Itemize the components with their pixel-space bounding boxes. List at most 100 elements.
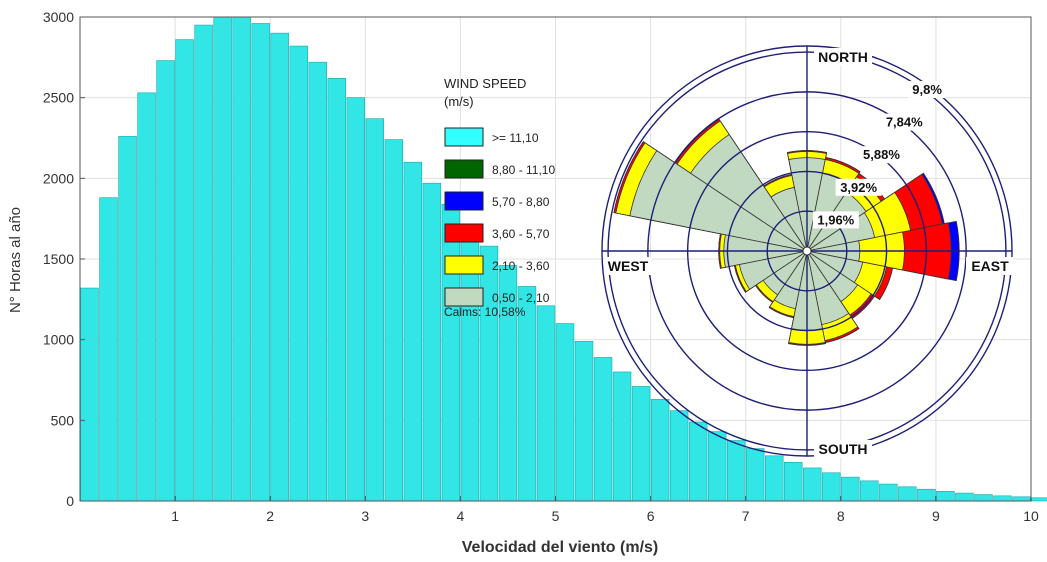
histogram-bar (403, 161, 423, 502)
rose-ring-label: 3,92% (835, 178, 882, 196)
x-axis-label: Velocidad del viento (m/s) (462, 539, 659, 556)
histogram-bar (308, 61, 327, 502)
histogram-bar (251, 23, 270, 502)
legend-label: >= 11,10 (492, 131, 539, 145)
rose-center (802, 246, 812, 256)
x-tick-label: 10 (1023, 508, 1039, 524)
ring-label-text: 1,96% (817, 212, 854, 227)
legend-swatch (444, 127, 484, 147)
histogram-bar (365, 118, 385, 502)
histogram-bar (270, 32, 289, 502)
histogram-bar (289, 45, 308, 502)
histogram-bar (955, 492, 974, 502)
legend: WIND SPEED (m/s) >= 11,10 8,80 - 11,10 5,7… (444, 76, 555, 307)
x-tick-label: 4 (457, 508, 465, 524)
legend-swatch (444, 255, 484, 275)
legend-swatch (444, 191, 484, 211)
histogram-bar (745, 448, 765, 502)
x-tick-label: 1 (171, 508, 179, 524)
histogram-bar (156, 60, 175, 502)
ring-label-text: 3,92% (840, 180, 877, 195)
histogram-bar (822, 472, 841, 502)
rose-ring-label: 1,96% (812, 211, 859, 229)
ring-label-bg (881, 113, 928, 131)
ring-label-bg (812, 211, 859, 229)
legend-label: 3,60 - 5,70 (492, 227, 550, 241)
x-tick-label: 9 (932, 508, 940, 524)
rose-ring-label: 5,88% (858, 146, 905, 164)
histogram-bar (175, 39, 194, 502)
histogram-bar (936, 491, 955, 502)
histogram-bar (879, 483, 898, 502)
histogram-bar (422, 182, 442, 502)
histogram-bar (841, 476, 860, 502)
y-tick-label: 2000 (43, 170, 74, 186)
rose-sector-c1 (629, 150, 808, 252)
legend-title-line2: (m/s) (444, 94, 474, 109)
wind-rose: 1,96% 3,92% 5,88% 7,84% 9,8% NORTH SOUTH EAST WE… (601, 45, 1014, 458)
histogram-bar (555, 323, 575, 502)
direction-label-bg (966, 257, 1014, 275)
y-tick-label: 1500 (43, 251, 74, 267)
direction-label-north: NORTH (818, 49, 868, 65)
histogram-bar (536, 305, 556, 502)
legend-label: 2,10 - 3,60 (492, 259, 550, 273)
histogram-bar (574, 340, 594, 502)
x-tick-label: 5 (552, 508, 560, 524)
y-tick-label: 2500 (43, 90, 74, 106)
rose-sector-c1 (689, 133, 808, 252)
histogram-bar (898, 486, 917, 502)
direction-label-south: SOUTH (819, 441, 868, 457)
ring-label-bg (858, 146, 905, 164)
rose-ring-label: 7,84% (881, 113, 928, 131)
histogram-bar (688, 421, 708, 502)
histogram-bar (137, 92, 156, 502)
histogram-bar (803, 467, 822, 502)
legend-swatch (444, 287, 484, 307)
histogram-bar (650, 399, 670, 502)
x-tick-label: 3 (361, 508, 369, 524)
ring-label-text: 7,84% (886, 115, 923, 130)
histogram-bar (612, 371, 632, 502)
histogram-bar (765, 455, 784, 502)
x-tick-label: 7 (742, 508, 750, 524)
legend-label: 5,70 - 8,80 (492, 195, 550, 209)
histogram-bar (974, 494, 993, 502)
direction-label-bg (814, 48, 872, 66)
legend-swatch (444, 223, 484, 243)
histogram-bar (669, 410, 689, 502)
ring-label-text: 9,8% (912, 82, 942, 97)
calms-label: Calms: 10,58% (444, 305, 526, 319)
legend-title-line1: WIND SPEED (444, 76, 526, 91)
rose-ring-label: 9,8% (908, 81, 947, 99)
rose-sector-c1 (773, 250, 808, 310)
legend-label: 8,80 - 11,10 (492, 163, 555, 177)
ring-label-text: 5,88% (863, 147, 900, 162)
histogram-bar (1012, 496, 1031, 502)
direction-label-east: EAST (971, 258, 1009, 274)
x-tick-label: 2 (266, 508, 274, 524)
y-tick-label: 500 (51, 412, 75, 428)
histogram-bar (860, 480, 879, 502)
x-tick-label: 6 (647, 508, 655, 524)
histogram-bar (118, 136, 137, 502)
histogram-bar (213, 16, 232, 502)
y-tick-label: 0 (66, 493, 74, 509)
direction-label-bg (814, 440, 872, 458)
direction-label-bg (604, 257, 652, 275)
histogram-bar (232, 16, 251, 502)
legend-swatch (444, 159, 484, 179)
histogram-bar (631, 386, 651, 502)
histogram-bar (1031, 497, 1047, 502)
ring-label-bg (908, 81, 947, 99)
histogram-bar (784, 461, 803, 502)
y-tick-label: 3000 (43, 9, 74, 25)
histogram-bar (593, 357, 613, 502)
histogram-bar (346, 97, 366, 502)
histogram-bar (441, 203, 461, 502)
histogram-bar (99, 197, 118, 502)
ring-label-bg (835, 178, 882, 196)
histogram-bar (194, 24, 213, 502)
